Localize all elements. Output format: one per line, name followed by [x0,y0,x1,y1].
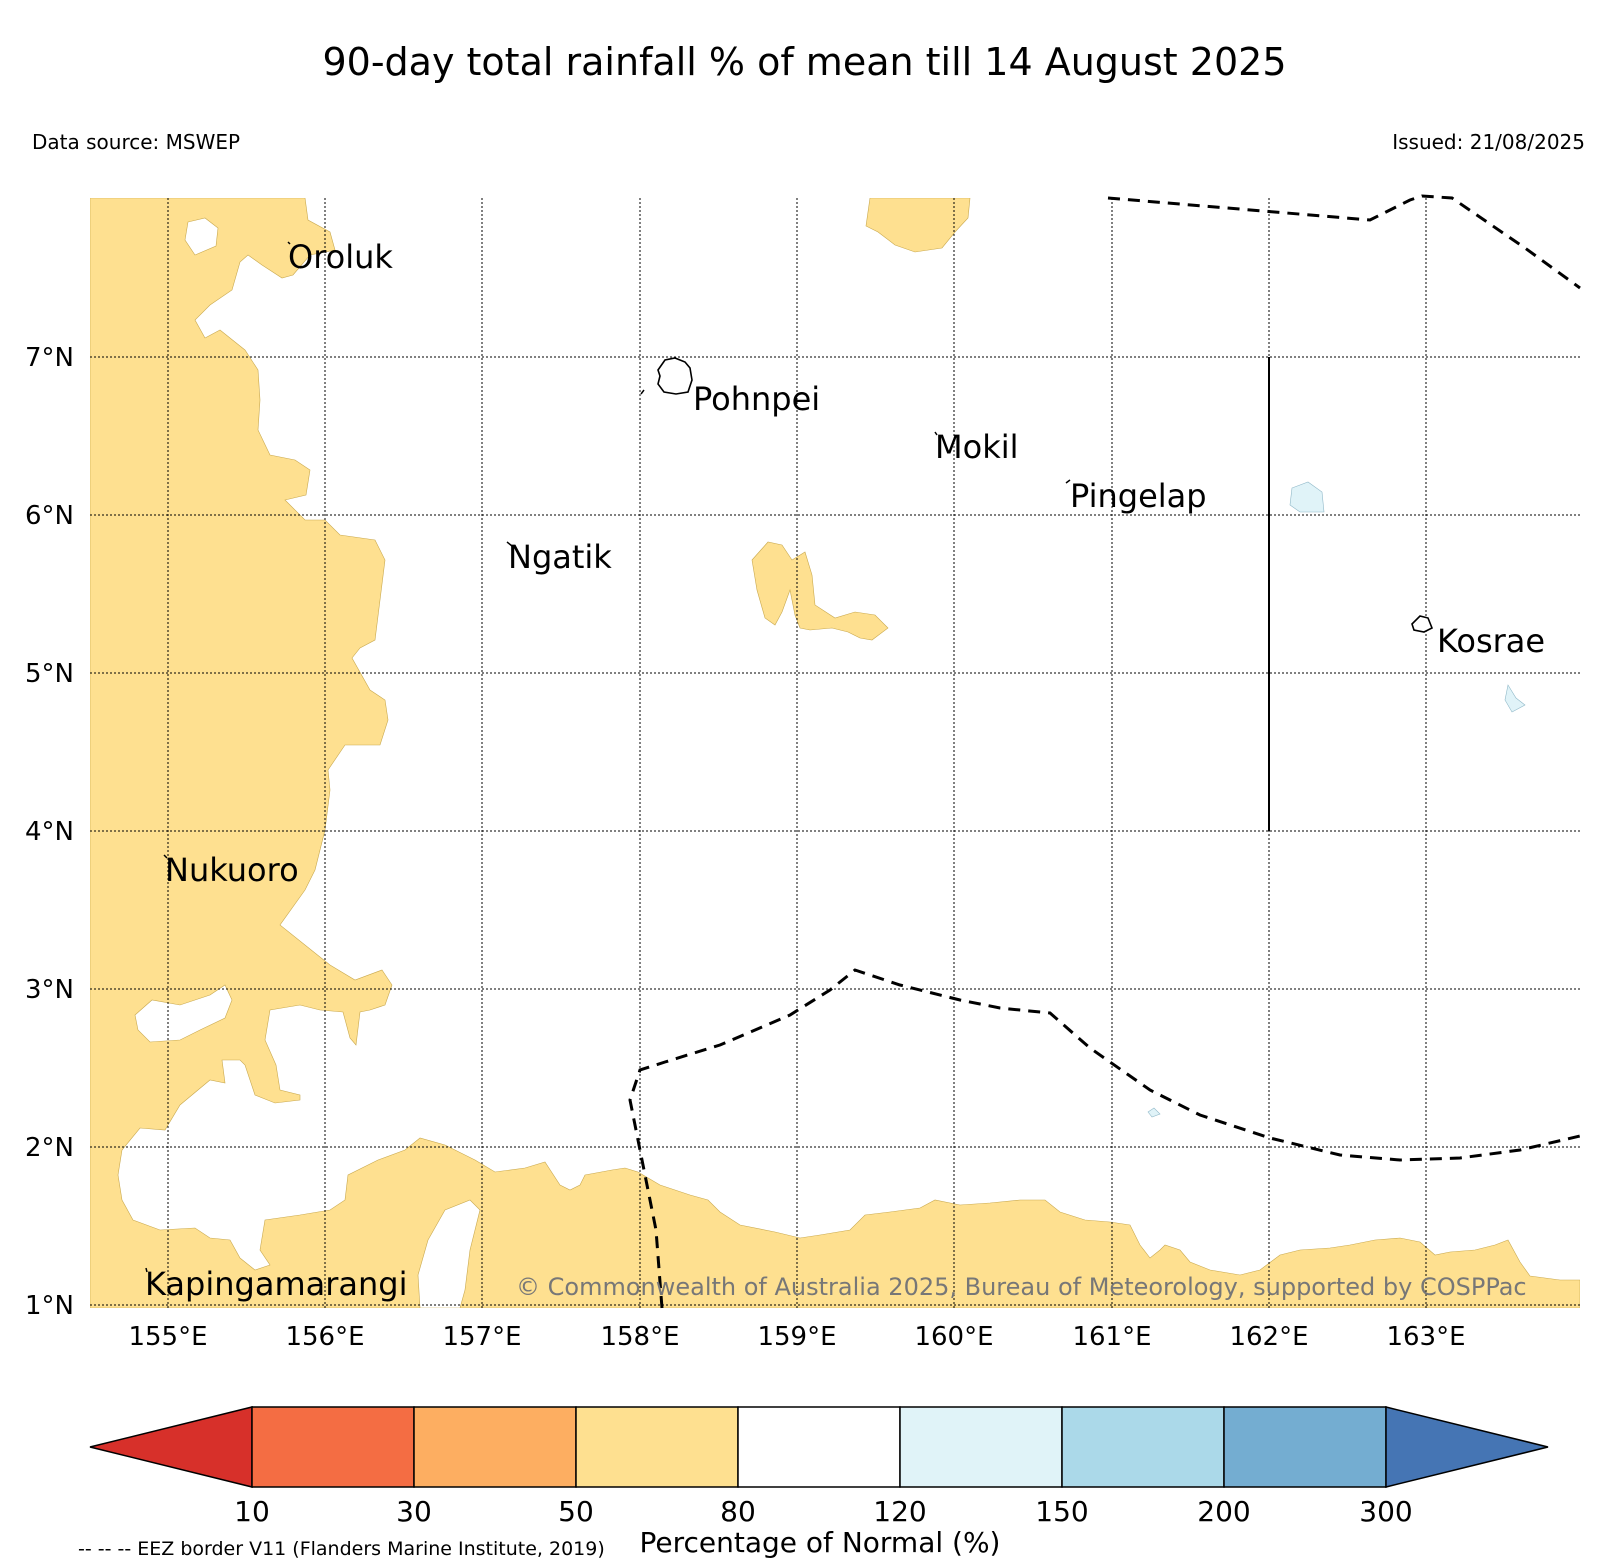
nukuoro-marker [163,854,168,859]
dry-region-west [90,198,1580,1308]
colorbar-label: Percentage of Normal (%) [640,1526,1001,1559]
mokil-marker [934,431,938,436]
map-title: 90-day total rainfall % of mean till 14 … [322,40,1287,84]
pingelap-marker [1065,479,1071,484]
label-pingelap: Pingelap [1070,477,1207,515]
lon-tick-158e: 158°E [600,1322,679,1352]
lon-tick-163e: 163°E [1386,1322,1465,1352]
lat-tick-5n: 5°N [25,659,74,689]
lat-tick-1n: 1°N [25,1291,74,1321]
cb-tick-50: 50 [558,1495,594,1528]
colorbar-over-300 [1385,1406,1549,1488]
rainfall-shading [90,198,1580,1308]
wet-gap-oroluk [184,217,219,256]
wet-gap-south [134,984,233,1043]
cb-tick-300: 300 [1359,1495,1412,1528]
lon-tick-159e: 159°E [757,1322,836,1352]
map-panel: Oroluk Pohnpei Mokil Pingelap Ngatik Kos… [90,194,1581,1309]
island-labels: Oroluk Pohnpei Mokil Pingelap Ngatik Kos… [145,238,1545,1303]
colorbar-80-120 [737,1406,901,1488]
cb-tick-200: 200 [1197,1495,1250,1528]
lat-tick-2n: 2°N [25,1133,74,1163]
issued-date-label: Issued: 21/08/2025 [1392,130,1585,154]
dry-region-central [751,541,889,641]
kapingamarangi-marker [145,1267,148,1273]
wet-spot-southeast [1504,684,1526,713]
lon-tick-162e: 162°E [1229,1322,1308,1352]
cb-tick-10: 10 [234,1495,270,1528]
eez-borders [628,194,1581,1309]
colorbar-under-10 [89,1406,253,1488]
lat-tick-4n: 4°N [25,817,74,847]
copyright-notice: © Commonwealth of Australia 2025, Bureau… [516,1273,1527,1301]
colorbar-ticks: 10 30 50 80 120 150 200 300 [234,1495,1413,1528]
eez-legend-note: -- -- -- EEZ border V11 (Flanders Marine… [78,1538,605,1560]
colorbar-50-80 [575,1406,739,1488]
cb-tick-120: 120 [873,1495,926,1528]
colorbar [89,1406,1549,1488]
lon-tick-157e: 157°E [442,1322,521,1352]
cb-tick-80: 80 [720,1495,756,1528]
wet-spot-east [1289,481,1325,513]
lat-tick-6n: 6°N [25,501,74,531]
oroluk-marker [287,241,291,245]
cb-tick-30: 30 [396,1495,432,1528]
latitude-axis: 7°N 6°N 5°N 4°N 3°N 2°N 1°N [25,343,74,1321]
lon-tick-156e: 156°E [285,1322,364,1352]
dry-region-north [865,198,971,253]
colorbar-200-300 [1223,1406,1387,1488]
wet-spot-small [1147,1107,1161,1118]
pakin-marker [640,389,645,395]
colorbar-10-30 [251,1406,415,1488]
label-kapingamarangi: Kapingamarangi [145,1265,407,1303]
cb-tick-150: 150 [1035,1495,1088,1528]
colorbar-30-50 [413,1406,577,1488]
longitude-axis: 155°E 156°E 157°E 158°E 159°E 160°E 161°… [128,1322,1465,1352]
colorbar-120-150 [899,1406,1063,1488]
label-nukuoro: Nukuoro [165,851,299,889]
pohnpei-island [657,357,693,395]
lon-tick-161e: 161°E [1072,1322,1151,1352]
lat-tick-3n: 3°N [25,975,74,1005]
ngatik-marker [506,541,513,547]
kosrae-island [1411,615,1434,633]
label-kosrae: Kosrae [1437,622,1545,660]
label-ngatik: Ngatik [508,538,612,576]
lat-tick-7n: 7°N [25,343,74,373]
data-source-label: Data source: MSWEP [32,130,241,154]
label-mokil: Mokil [935,428,1019,466]
lon-tick-160e: 160°E [914,1322,993,1352]
label-pohnpei: Pohnpei [693,380,820,418]
wet-gap-kapinga [417,1199,481,1308]
eez-border-north [1107,194,1581,290]
atoll-markers [145,241,1071,1273]
eez-border-south [628,968,1581,1309]
label-oroluk: Oroluk [288,238,393,276]
colorbar-150-200 [1061,1406,1225,1488]
lon-tick-155e: 155°E [128,1322,207,1352]
